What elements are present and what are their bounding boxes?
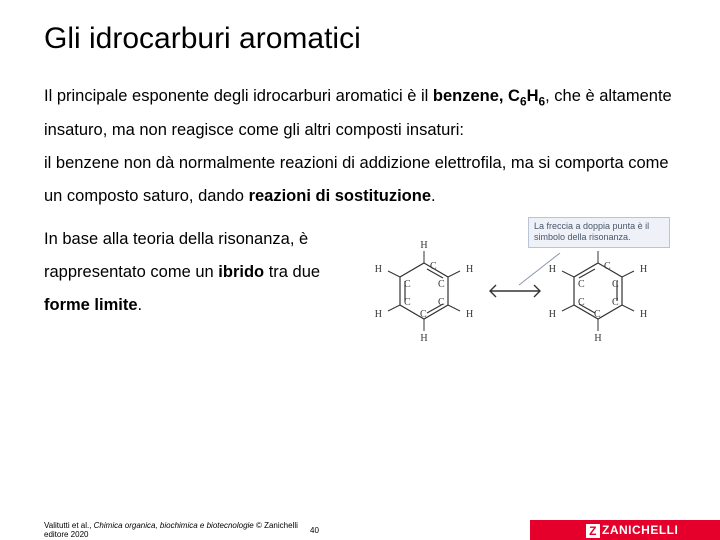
svg-text:H: H [466, 309, 473, 320]
diagram-callout: La freccia a doppia punta è il simbolo d… [528, 217, 670, 248]
brand-text: ZANICHELLI [602, 523, 678, 537]
svg-text:C: C [604, 261, 611, 272]
page-number: 40 [310, 526, 319, 535]
paragraph-3: In base alla teoria della risonanza, è r… [44, 223, 354, 322]
resonance-diagram: La freccia a doppia punta è il simbolo d… [364, 223, 676, 343]
text-bold: ibrido [218, 263, 264, 281]
svg-text:H: H [549, 264, 556, 275]
footer-credit: Valitutti et al., Chimica organica, bioc… [0, 521, 310, 539]
text: . [138, 296, 143, 314]
svg-text:C: C [420, 309, 427, 320]
svg-text:C: C [404, 297, 411, 308]
svg-text:C: C [612, 297, 619, 308]
svg-text:H: H [640, 309, 647, 320]
svg-text:H: H [420, 240, 427, 251]
brand-z-icon: Z [586, 524, 600, 538]
text: . [431, 187, 436, 205]
svg-text:H: H [549, 309, 556, 320]
text-bold: benzene, C [433, 87, 520, 105]
slide-footer: Valitutti et al., Chimica organica, bioc… [0, 520, 720, 540]
text-italic: Chimica organica, biochimica e biotecnol… [94, 521, 254, 530]
page-title: Gli idrocarburi aromatici [44, 22, 676, 56]
svg-text:C: C [404, 279, 411, 290]
text-bold: reazioni di sostituzione [249, 187, 431, 205]
svg-text:C: C [578, 297, 585, 308]
text-bold: forme limite [44, 296, 138, 314]
svg-text:H: H [466, 264, 473, 275]
svg-text:C: C [438, 297, 445, 308]
svg-text:H: H [420, 333, 427, 343]
paragraph-1: Il principale esponente degli idrocarbur… [44, 80, 676, 147]
text: Il principale esponente degli idrocarbur… [44, 87, 433, 105]
svg-text:H: H [640, 264, 647, 275]
svg-text:C: C [612, 279, 619, 290]
svg-text:C: C [438, 279, 445, 290]
svg-text:H: H [375, 309, 382, 320]
paragraph-2: il benzene non dà normalmente reazioni d… [44, 147, 676, 213]
text: Valitutti et al., [44, 521, 94, 530]
svg-text:H: H [594, 333, 601, 343]
brand-logo: ZZANICHELLI [586, 523, 678, 538]
svg-text:H: H [375, 264, 382, 275]
svg-text:C: C [430, 261, 437, 272]
resonance-arrow-icon [490, 285, 540, 297]
svg-text:C: C [594, 309, 601, 320]
brand-bar: ZZANICHELLI [530, 520, 720, 540]
text-bold: H [527, 87, 539, 105]
subscript: 6 [520, 94, 527, 108]
svg-text:C: C [578, 279, 585, 290]
text: tra due [264, 263, 320, 281]
